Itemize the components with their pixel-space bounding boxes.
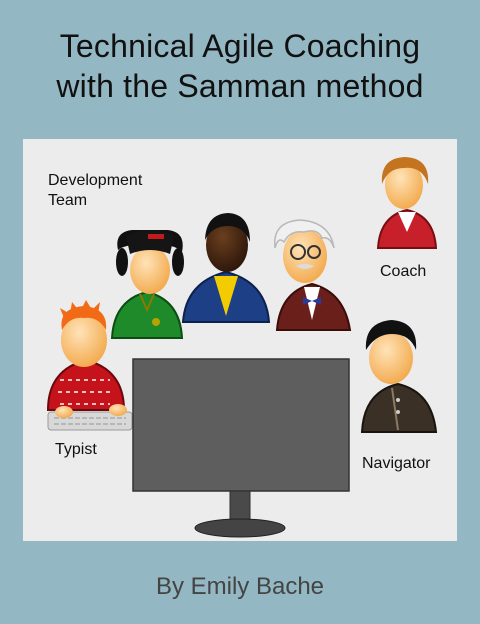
title-line-1: Technical Agile Coaching (59, 28, 421, 64)
monitor-base (194, 518, 286, 538)
coach-label: Coach (380, 263, 427, 280)
coach-figure (376, 157, 438, 249)
typist-label: Typist (55, 441, 97, 458)
development-team-label-line-2: Team (48, 192, 88, 209)
team-member-woman-figure (110, 230, 184, 339)
book-title: Technical Agile Coaching with the Samman… (0, 26, 480, 106)
development-team-label: Development Team (48, 171, 142, 211)
monitor-screen (132, 358, 350, 492)
team-member-professor-figure (273, 219, 352, 331)
navigator-figure (360, 320, 438, 433)
development-team-label-line-1: Development (48, 172, 143, 189)
author-name: By Emily Bache (155, 573, 325, 600)
team-member-man-blue-figure (181, 213, 271, 323)
monitor (132, 358, 350, 538)
typist-figure (46, 300, 133, 431)
navigator-label: Navigator (362, 455, 431, 472)
title-line-2: with the Samman method (56, 68, 424, 104)
